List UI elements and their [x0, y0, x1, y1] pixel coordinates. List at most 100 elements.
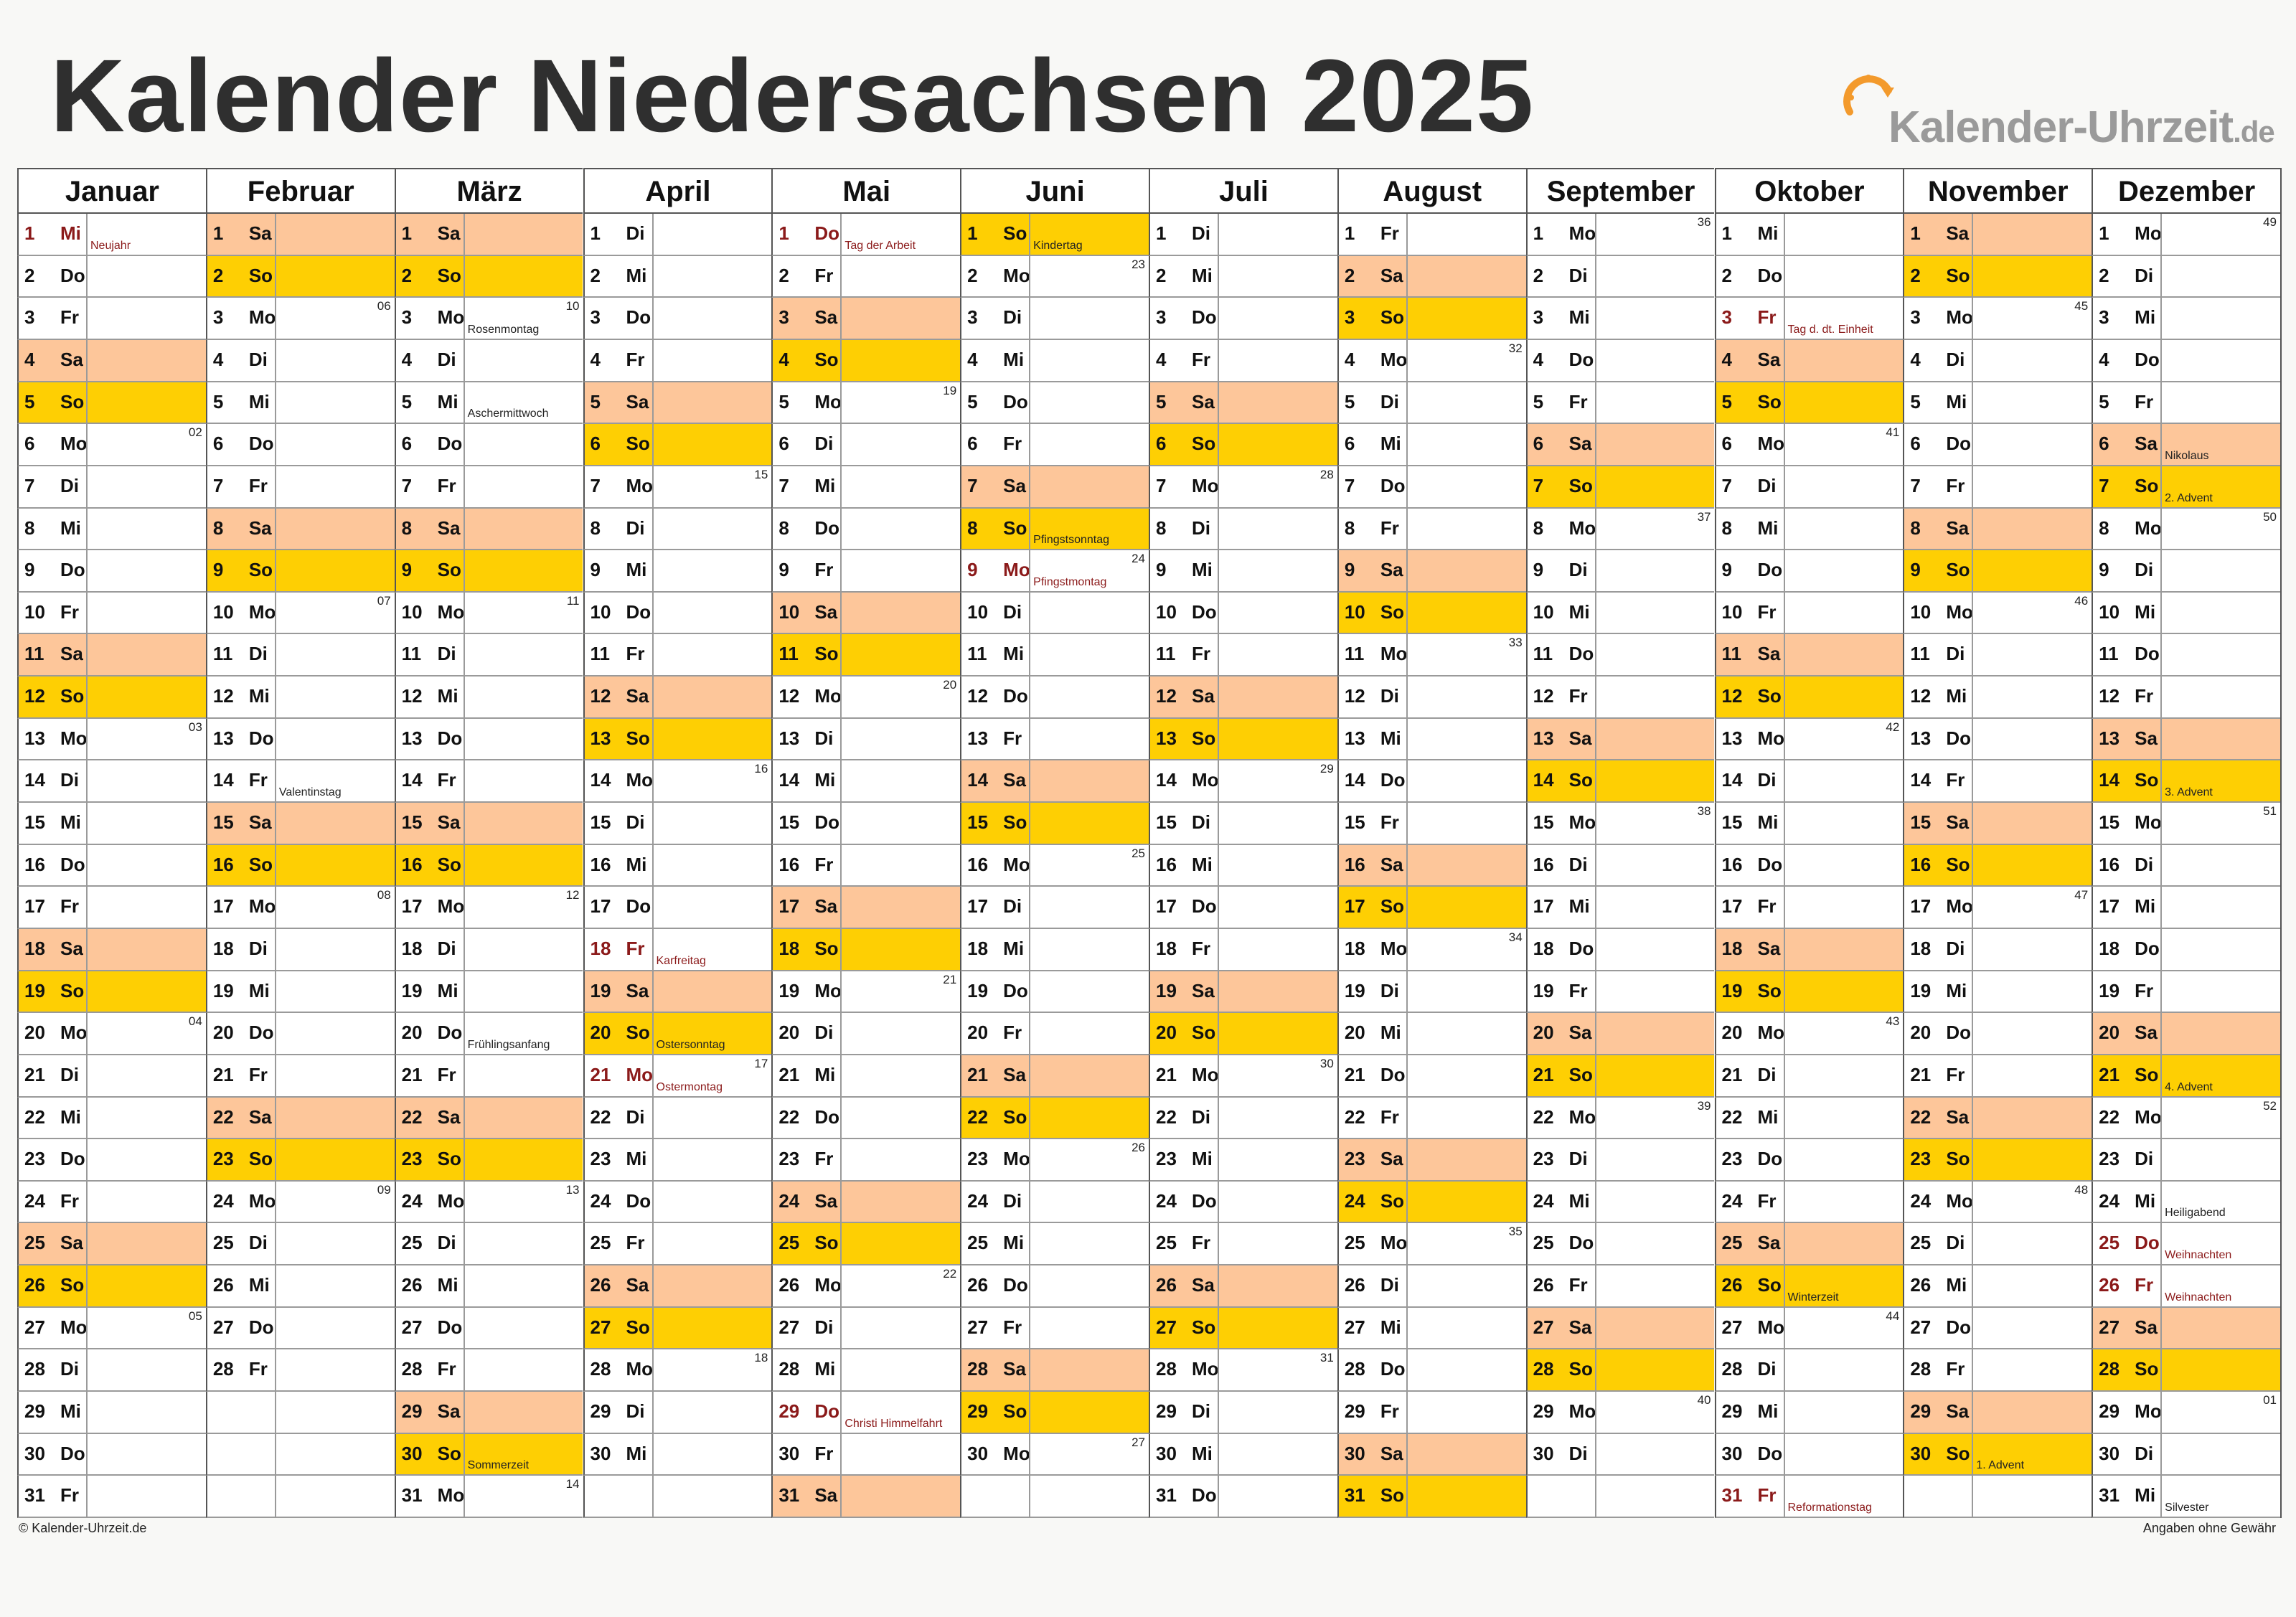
weekday-abbr: Sa: [814, 306, 838, 329]
weekday-abbr: Di: [2135, 853, 2154, 875]
day-number: 12: [967, 685, 989, 707]
day-cell: 11 Mi: [960, 634, 1149, 677]
day-number: 19: [590, 979, 611, 1001]
cell-divider: [1029, 1097, 1031, 1138]
day-cell: 30 Di: [1525, 1433, 1715, 1476]
weekday-abbr: Mo: [2135, 222, 2162, 244]
day-cell: 7 Fr: [205, 466, 395, 509]
weekday-abbr: Mi: [1003, 1232, 1025, 1254]
day-number: 25: [1910, 1232, 1932, 1254]
day-number: 4: [212, 348, 224, 370]
week-number: 18: [754, 1351, 768, 1365]
cell-divider: [463, 718, 465, 760]
holiday-label: Tag d. dt. Einheit: [1787, 323, 1873, 336]
day-cell: 10 Di: [960, 592, 1149, 635]
cell-divider: [1594, 1181, 1596, 1222]
weekday-abbr: Fr: [1757, 895, 1777, 918]
day-cell: 7 Mo 28: [1149, 466, 1337, 509]
day-number: 15: [967, 811, 989, 834]
cell-divider: [2160, 1223, 2163, 1265]
day-number: 30: [401, 1442, 423, 1464]
weekday-abbr: Fr: [2135, 1274, 2154, 1296]
weekday-abbr: Sa: [248, 1106, 272, 1128]
day-cell: 4 Di: [205, 339, 395, 382]
day-number: 7: [1533, 474, 1544, 496]
day-cell: 23 Mo 26: [960, 1139, 1149, 1182]
weekday-abbr: Fr: [1946, 1063, 1965, 1085]
day-number: 8: [1910, 517, 1921, 539]
weekday-abbr: Do: [1568, 643, 1594, 665]
weekday-abbr: Fr: [1003, 433, 1022, 455]
weekday-abbr: Mo: [60, 433, 88, 455]
day-cell: 19 Fr: [1525, 971, 1715, 1014]
day-cell: 30 Do: [17, 1433, 206, 1476]
day-number: 8: [778, 517, 789, 539]
cell-divider: [1029, 971, 1031, 1012]
cell-divider: [2160, 844, 2163, 886]
cell-divider: [86, 634, 88, 676]
cell-divider: [1594, 298, 1596, 339]
weekday-abbr: Mo: [1946, 600, 1973, 623]
weekday-abbr: Do: [1757, 853, 1783, 875]
weekday-abbr: Fr: [248, 474, 268, 496]
day-cell: 7 So: [1525, 466, 1715, 509]
day-number: 5: [590, 390, 601, 412]
weekday-abbr: Mi: [1568, 306, 1590, 329]
day-number: 10: [1344, 600, 1365, 623]
weekday-abbr: Mi: [814, 769, 836, 791]
day-number: 12: [1156, 685, 1177, 707]
day-cell: 17 Do: [583, 887, 772, 929]
cell-divider: [463, 1433, 465, 1475]
day-cell: 19 So: [1714, 971, 1904, 1014]
day-cell: 29 Sa: [1903, 1392, 2092, 1434]
weekday-abbr: Sa: [814, 1189, 838, 1212]
weekday-abbr: Mo: [814, 1274, 842, 1296]
cell-divider: [840, 298, 842, 339]
day-number: 21: [1156, 1063, 1177, 1085]
cell-divider: [1029, 676, 1031, 717]
weekday-abbr: Mo: [814, 685, 842, 707]
day-number: 28: [1533, 1358, 1554, 1380]
week-number: 12: [565, 888, 580, 902]
day-cell: 2 Do: [17, 255, 206, 298]
day-number: 16: [1344, 853, 1365, 875]
weekday-abbr: So: [60, 685, 85, 707]
day-cell: 27 So: [1149, 1307, 1337, 1350]
day-number: 24: [1721, 1189, 1743, 1212]
event-label: Ostersonntag: [656, 1038, 725, 1051]
cell-divider: [1783, 1223, 1785, 1265]
cell-divider: [651, 1307, 654, 1349]
weekday-abbr: Mo: [1757, 1022, 1785, 1044]
day-cell: 1 Mo 49: [2092, 214, 2280, 256]
day-cell: 3 Do: [583, 298, 772, 340]
cell-divider: [1218, 676, 1219, 717]
day-cell: 20 Sa: [2092, 1013, 2280, 1055]
day-cell: 13 So: [1149, 718, 1337, 761]
weekday-abbr: Mi: [60, 811, 81, 834]
day-number: 16: [1721, 853, 1743, 875]
cell-divider: [1406, 339, 1408, 381]
weekday-abbr: Fr: [626, 1232, 645, 1254]
weekday-abbr: Di: [1568, 264, 1588, 286]
day-number: 12: [401, 685, 423, 707]
day-cell: 2 Do: [1714, 255, 1904, 298]
cell-divider: [651, 803, 654, 844]
weekday-abbr: Sa: [1003, 769, 1026, 791]
cell-divider: [1972, 1223, 1974, 1265]
weekday-abbr: Mo: [1946, 306, 1973, 329]
cell-divider: [1029, 760, 1031, 802]
weekday-abbr: So: [2135, 474, 2159, 496]
weekday-abbr: Mi: [60, 517, 81, 539]
cell-divider: [1594, 1223, 1596, 1265]
day-number: 8: [967, 517, 978, 539]
day-cell: 25 Di: [394, 1223, 583, 1266]
cell-divider: [86, 508, 88, 550]
weekday-abbr: Do: [2135, 1232, 2160, 1254]
weekday-abbr: Mo: [1003, 1148, 1030, 1170]
weekday-abbr: Sa: [248, 811, 272, 834]
cell-divider: [1029, 255, 1031, 297]
day-cell: 26 Mi: [205, 1265, 395, 1308]
day-cell: 6 Do: [1903, 424, 2092, 466]
cell-divider: [840, 760, 842, 802]
day-cell: 14 Mi: [771, 760, 961, 803]
